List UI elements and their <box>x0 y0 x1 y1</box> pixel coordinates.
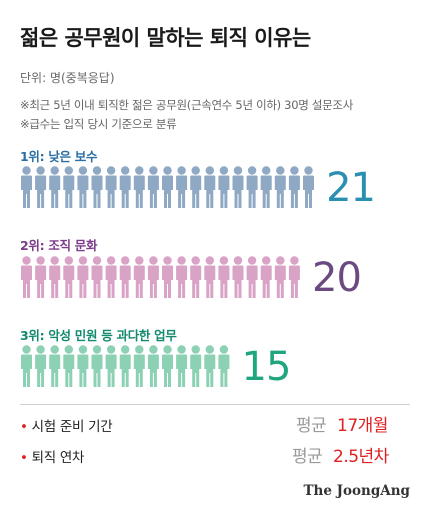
person-icon <box>232 166 244 208</box>
bullet-icon: • <box>20 419 28 435</box>
person-icon <box>274 256 286 298</box>
person-icon <box>35 256 47 298</box>
person-icon <box>21 256 32 298</box>
person-icon <box>246 166 258 208</box>
unit-note: 단위: 명(중복응답) <box>20 71 115 85</box>
person-icon <box>119 256 131 298</box>
person-icon <box>35 166 47 208</box>
person-icon <box>91 345 103 387</box>
rank-3-label: 3위: 악성 민원 등 과다한 업무 <box>20 328 177 343</box>
person-icon <box>190 345 202 387</box>
person-icon <box>133 166 145 208</box>
rank-1-label: 1위: 낮은 보수 <box>20 149 98 164</box>
person-icon <box>274 166 286 208</box>
person-icon <box>176 256 188 298</box>
rank-1-figures <box>20 166 360 208</box>
rank-2-label: 2위: 조직 문화 <box>20 238 98 253</box>
person-icon <box>133 345 145 387</box>
person-icon <box>176 166 188 208</box>
rank-3-count: 15 <box>241 344 292 390</box>
stat-exam-prep-text: 시험 준비 기간 <box>31 419 113 435</box>
source-logo: The JoongAng <box>303 483 410 499</box>
person-icon <box>21 166 32 208</box>
person-icon <box>162 166 173 208</box>
rank-1-pictogram <box>21 166 314 208</box>
person-icon <box>119 345 131 387</box>
person-icon <box>232 256 244 298</box>
person-icon <box>77 166 89 208</box>
stat-exam-prep-label: • 시험 준비 기간 <box>20 415 113 435</box>
stat-exam-prep-value: 17개월 <box>337 416 388 436</box>
person-icon <box>260 166 272 208</box>
person-icon <box>204 256 216 298</box>
person-icon <box>190 256 202 298</box>
person-icon <box>77 345 89 387</box>
rank-3-figures <box>20 345 360 387</box>
person-icon <box>147 256 159 298</box>
person-icon <box>288 166 300 208</box>
person-icon <box>21 345 32 387</box>
bullet-icon: • <box>20 450 28 466</box>
chart-title: 젊은 공무원이 말하는 퇴직 이유는 <box>20 26 311 50</box>
person-icon <box>162 345 173 387</box>
person-icon <box>218 256 230 298</box>
person-icon <box>63 166 75 208</box>
rank-2-figures <box>20 256 360 298</box>
rank-1-count: 21 <box>326 165 376 211</box>
person-icon <box>260 256 272 298</box>
person-icon <box>77 256 89 298</box>
person-icon <box>49 166 61 208</box>
person-icon <box>105 256 117 298</box>
grade-note: ※급수는 입직 당시 기준으로 분류 <box>20 117 177 131</box>
person-icon <box>119 166 131 208</box>
person-icon <box>49 256 61 298</box>
stat-resign-year-label: • 퇴직 연차 <box>20 446 84 466</box>
person-icon <box>147 166 159 208</box>
person-icon <box>49 345 61 387</box>
person-icon <box>91 166 103 208</box>
person-icon <box>35 345 47 387</box>
person-icon <box>204 166 216 208</box>
person-icon <box>288 256 300 298</box>
person-icon <box>63 345 75 387</box>
person-icon <box>218 345 230 387</box>
divider <box>20 404 410 405</box>
person-icon <box>204 345 216 387</box>
person-icon <box>218 166 230 208</box>
stat-exam-prep-prefix: 평균 <box>296 416 327 436</box>
person-icon <box>147 345 159 387</box>
person-icon <box>105 345 117 387</box>
person-icon <box>176 345 188 387</box>
rank-3-pictogram <box>21 345 230 387</box>
person-icon <box>63 256 75 298</box>
person-icon <box>190 166 202 208</box>
person-icon <box>303 166 314 208</box>
person-icon <box>133 256 145 298</box>
rank-2-count: 20 <box>312 255 362 301</box>
person-icon <box>105 166 117 208</box>
stat-resign-year-text: 퇴직 연차 <box>31 450 85 466</box>
survey-note: ※최근 5년 이내 퇴직한 젊은 공무원(근속연수 5년 이하) 30명 설문조… <box>20 98 353 112</box>
stat-resign-year-value: 2.5년차 <box>333 447 389 467</box>
stat-resign-year-prefix: 평균 <box>292 447 323 467</box>
person-icon <box>246 256 258 298</box>
person-icon <box>91 256 103 298</box>
rank-2-pictogram <box>21 256 300 298</box>
person-icon <box>162 256 173 298</box>
